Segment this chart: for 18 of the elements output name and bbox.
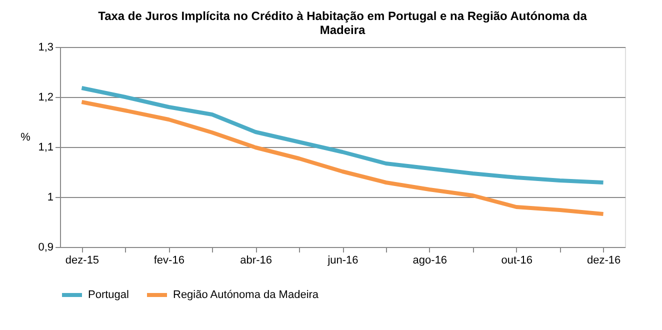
line-series	[80, 86, 606, 184]
y-axis-title: %	[20, 132, 31, 144]
y-tick-label: 1	[47, 192, 54, 204]
x-tick-label: out-16	[501, 254, 532, 266]
line-series	[80, 100, 606, 216]
y-tick-label: 1,1	[38, 142, 54, 154]
x-tick-label: jun-16	[326, 254, 358, 266]
chart-title: Taxa de Juros Implícita no Crédito à Habitação em Portugal e na Região Autónoma da Madeira	[98, 9, 588, 37]
x-tick-label: abr-16	[240, 254, 272, 266]
legend-label: Portugal	[88, 289, 129, 301]
legend-label: Região Autónoma da Madeira	[173, 289, 320, 301]
y-tick-label: 1,2	[38, 92, 54, 104]
x-tick-label: ago-16	[412, 254, 448, 266]
y-tick-label: 0,9	[38, 242, 54, 254]
y-tick-label: 1,3	[38, 42, 54, 54]
x-tick-label: fev-16	[154, 254, 184, 266]
x-tick-label: dez-15	[65, 254, 100, 266]
x-tick-label: dez-16	[586, 254, 621, 266]
